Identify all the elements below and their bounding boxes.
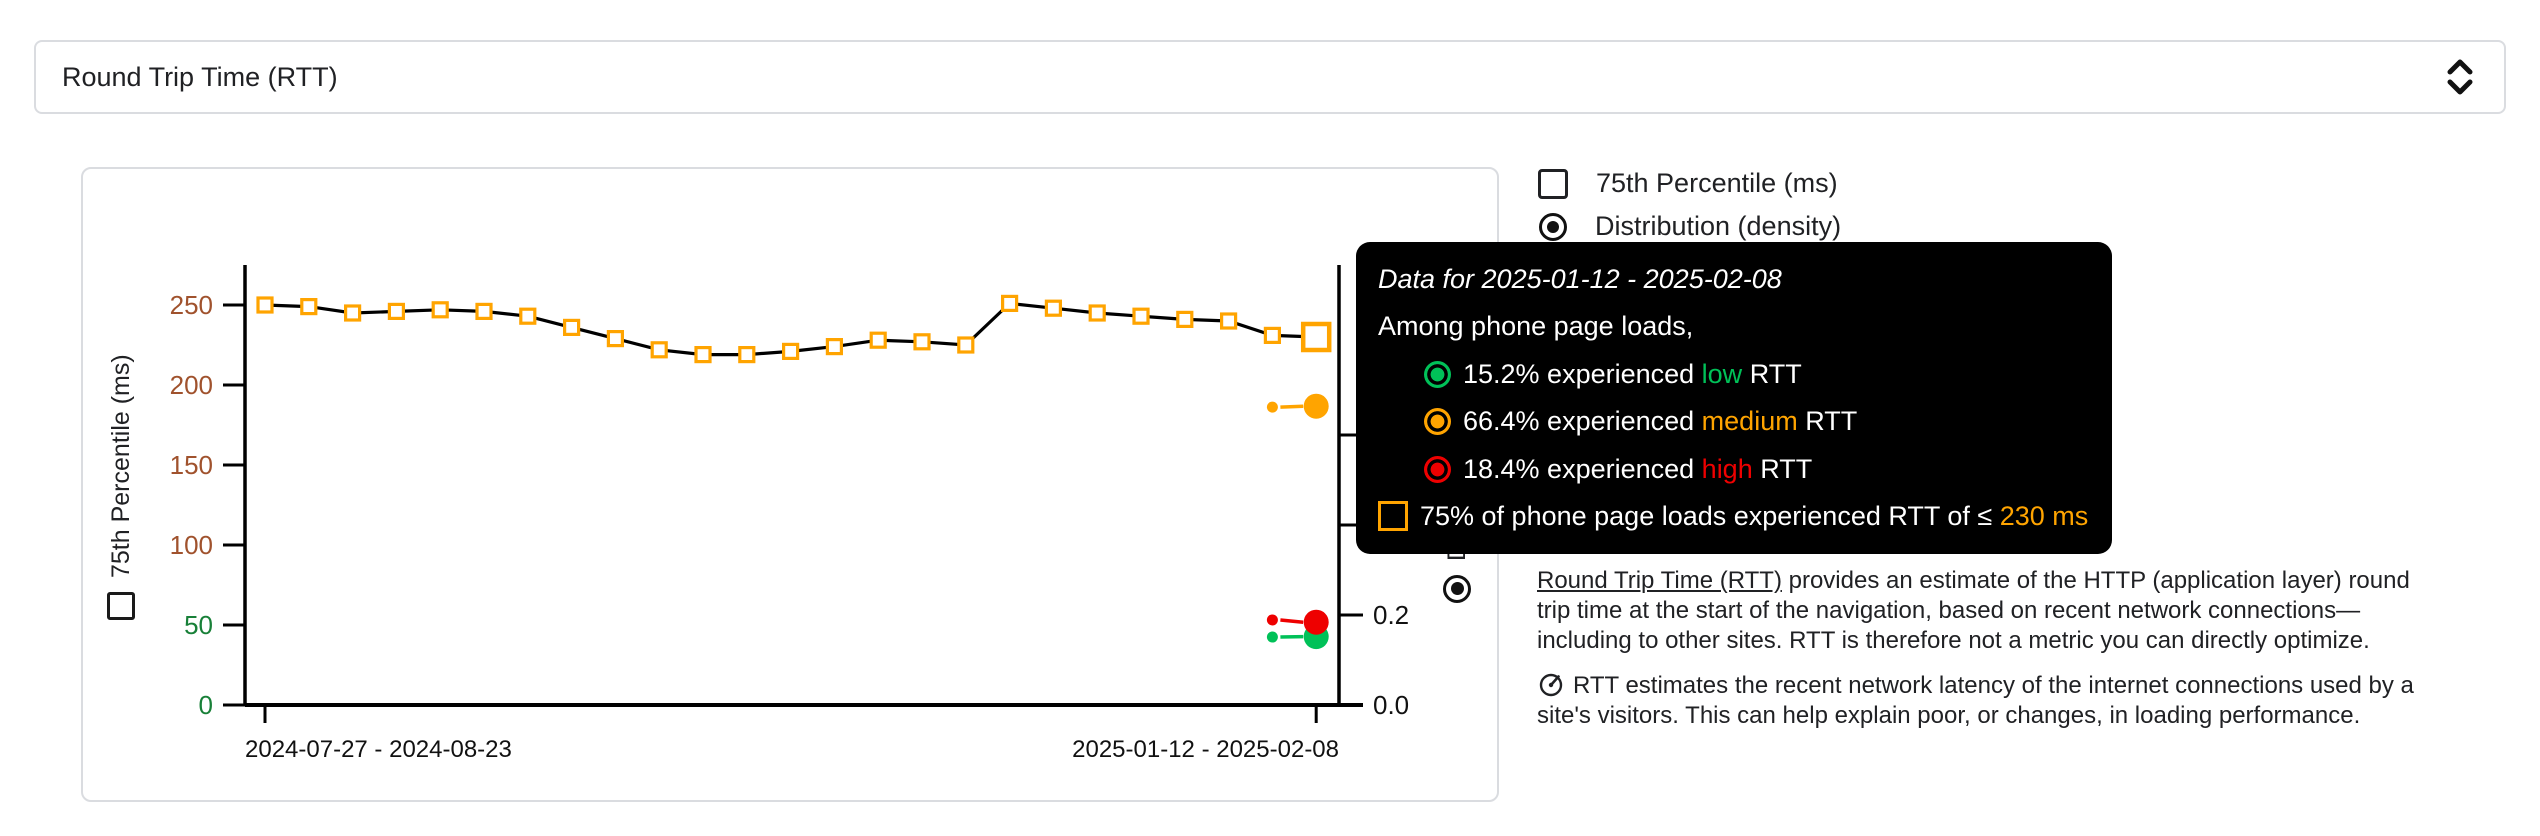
tooltip-row-low: 15.2% experienced low RTT bbox=[1424, 352, 2090, 397]
tooltip-row-medium: 66.4% experienced medium RTT bbox=[1424, 399, 2090, 444]
svg-text:50: 50 bbox=[184, 610, 213, 640]
svg-text:100: 100 bbox=[170, 530, 213, 560]
low-word: low bbox=[1701, 358, 1743, 389]
unfold-more-icon[interactable] bbox=[2442, 55, 2478, 99]
radio-selected-icon[interactable] bbox=[1539, 212, 1567, 241]
legend-item-label: 75th Percentile (ms) bbox=[1596, 168, 1838, 198]
y-axis-left-label: 75th Percentile (ms) bbox=[104, 290, 138, 620]
high-word: high bbox=[1701, 453, 1753, 484]
tooltip-row-p75: 75% of phone page loads experienced RTT … bbox=[1378, 494, 2090, 539]
svg-text:200: 200 bbox=[170, 370, 213, 400]
metric-description: Round Trip Time (RTT) provides an estima… bbox=[1537, 566, 2449, 731]
metric-select-label: Round Trip Time (RTT) bbox=[62, 61, 338, 92]
metric-select[interactable]: Round Trip Time (RTT) bbox=[34, 40, 2506, 114]
series-legend: 75th Percentile (ms) Distribution (densi… bbox=[1538, 168, 1841, 242]
rtt-doc-link[interactable]: Round Trip Time (RTT) bbox=[1537, 567, 1782, 594]
tooltip-row-high: 18.4% experienced high RTT bbox=[1424, 447, 2090, 492]
checkbox-unchecked-icon[interactable] bbox=[1538, 168, 1568, 199]
medium-density-dot-icon bbox=[1424, 408, 1451, 436]
y-axis-left-label-text: 75th Percentile (ms) bbox=[106, 354, 135, 578]
svg-text:250: 250 bbox=[170, 290, 213, 320]
checkbox-glyph-icon bbox=[107, 592, 135, 620]
legend-item-percentile[interactable]: 75th Percentile (ms) bbox=[1538, 168, 1841, 199]
svg-text:0: 0 bbox=[199, 690, 213, 720]
p75-square-marker-icon bbox=[1378, 501, 1408, 532]
chart-tooltip: Data for 2025-01-12 - 2025-02-08 Among p… bbox=[1356, 242, 2112, 554]
description-paragraph-1: Round Trip Time (RTT) provides an estima… bbox=[1537, 567, 2410, 654]
medium-word: medium bbox=[1701, 406, 1798, 437]
high-density-dot-icon bbox=[1424, 455, 1451, 483]
radio-glyph-icon bbox=[1443, 575, 1471, 603]
description-paragraph-2: RTT estimates the recent network latency… bbox=[1537, 672, 2414, 729]
low-density-dot-icon bbox=[1424, 360, 1451, 388]
gauge-icon bbox=[1539, 673, 1563, 697]
p75-threshold-value: 230 ms bbox=[1999, 500, 2089, 531]
svg-text:0.0: 0.0 bbox=[1373, 690, 1409, 720]
tooltip-subtitle: Among phone page loads, bbox=[1378, 311, 1694, 342]
legend-item-label: Distribution (density) bbox=[1595, 211, 1842, 241]
tooltip-title: Data for 2025-01-12 - 2025-02-08 bbox=[1378, 264, 1782, 294]
legend-item-distribution[interactable]: Distribution (density) bbox=[1538, 211, 1841, 242]
svg-text:0.2: 0.2 bbox=[1373, 600, 1409, 630]
svg-text:2025-01-12 - 2025-02-08: 2025-01-12 - 2025-02-08 bbox=[1072, 736, 1339, 763]
svg-text:150: 150 bbox=[170, 450, 213, 480]
svg-text:2024-07-27 - 2024-08-23: 2024-07-27 - 2024-08-23 bbox=[245, 736, 512, 763]
